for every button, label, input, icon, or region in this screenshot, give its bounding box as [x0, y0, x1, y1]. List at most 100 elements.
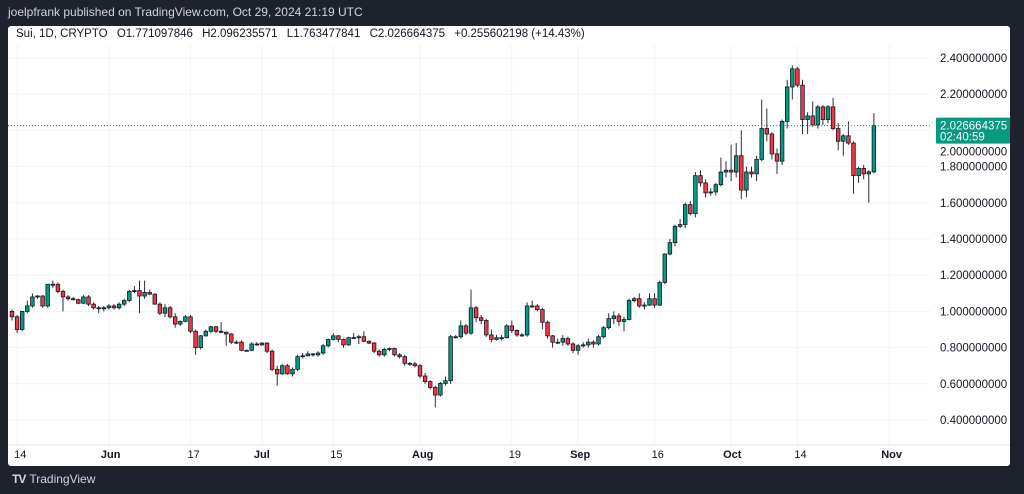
candle-down: [193, 330, 198, 348]
candle-up: [101, 307, 106, 310]
candle-down: [172, 316, 178, 325]
candle-down: [514, 330, 520, 336]
candle-up: [693, 175, 698, 215]
candle-down: [616, 315, 622, 322]
time-axis-label: Aug: [412, 449, 433, 461]
candle-up: [453, 336, 458, 339]
candle-up: [586, 341, 591, 346]
candle-up: [142, 291, 147, 297]
candle-up: [494, 337, 499, 340]
last-price-badge: [936, 117, 1010, 144]
candle-down: [570, 343, 576, 351]
candle-up: [259, 342, 265, 346]
candlestick-chart[interactable]: 0.400000000 0.600000000 0.800000000 1.00000…: [8, 26, 1010, 466]
candle-up: [642, 304, 647, 307]
candle-down: [157, 303, 163, 314]
candle-down: [489, 334, 494, 340]
candle-down: [652, 298, 657, 306]
candle-up: [351, 337, 356, 340]
candle-up: [438, 383, 443, 396]
candle-down: [509, 325, 514, 331]
candle-up: [841, 135, 846, 142]
candle-down: [861, 168, 866, 175]
candle-up: [866, 171, 871, 175]
candle-up: [667, 242, 673, 255]
candle-down: [407, 362, 412, 365]
price-axis-label: 0.400000000: [940, 415, 1007, 427]
brand-name[interactable]: TradingView: [29, 472, 96, 486]
candle-down: [218, 330, 224, 333]
candle-up: [871, 125, 877, 173]
candle-up: [127, 291, 132, 301]
candle-down: [76, 299, 81, 304]
candle-up: [280, 365, 285, 375]
candle-up: [790, 68, 795, 88]
candle-up: [718, 171, 724, 186]
candle-up: [815, 106, 820, 126]
candle-up: [611, 315, 616, 320]
candle-up: [208, 326, 214, 332]
candle-down: [60, 291, 66, 298]
candle-up: [382, 349, 387, 356]
candle-down: [397, 354, 402, 358]
candle-up: [519, 334, 525, 337]
candle-up: [116, 303, 122, 309]
candle-up: [320, 345, 326, 354]
candle-down: [463, 325, 469, 334]
candle-up: [300, 355, 305, 358]
candle-up: [662, 253, 667, 283]
bar-countdown: 02:40:59: [940, 132, 985, 144]
chart-panel[interactable]: 0.400000000 0.600000000 0.800000000 1.00000…: [8, 26, 1010, 466]
candle-down: [40, 295, 45, 307]
candle-up: [19, 310, 25, 330]
candle-up: [601, 327, 606, 338]
candle-down: [545, 321, 550, 337]
candle-down: [836, 128, 841, 142]
candle-down: [65, 296, 71, 300]
candle-up: [443, 380, 448, 384]
candle-down: [152, 293, 157, 305]
legend-open: O1.771097846: [116, 28, 193, 40]
candle-down: [484, 320, 489, 336]
candle-down: [285, 365, 290, 375]
candle-down: [703, 182, 708, 194]
candle-up: [621, 319, 627, 322]
candle-up: [708, 191, 713, 194]
candle-down: [376, 350, 382, 356]
time-axis-label: 17: [188, 449, 200, 461]
candle-up: [683, 204, 688, 225]
candle-up: [234, 341, 239, 344]
candle-down: [851, 142, 856, 177]
candle-up: [458, 325, 463, 338]
candle-down: [402, 356, 407, 364]
tradingview-logo-icon[interactable]: TV: [12, 472, 26, 486]
time-axis-label: Jun: [101, 449, 121, 461]
candle-down: [71, 298, 76, 301]
time-axis-label: 14: [794, 449, 806, 461]
candle-down: [749, 171, 754, 175]
candle-up: [713, 184, 718, 193]
candle-up: [723, 169, 729, 173]
price-axis-label: 1.200000000: [940, 270, 1007, 282]
time-axis-label: Nov: [881, 449, 903, 461]
candle-up: [626, 300, 632, 320]
candle-up: [249, 343, 254, 351]
candle-down: [412, 363, 418, 367]
candle-down: [229, 333, 234, 343]
price-axis-label: 1.600000000: [940, 198, 1007, 210]
price-axis-label: 1.400000000: [940, 234, 1007, 246]
candle-up: [50, 283, 55, 286]
candle-up: [106, 305, 112, 309]
publish-info: joelpfrank published on TradingView.com,…: [8, 5, 363, 19]
candle-up: [524, 305, 530, 336]
candle-down: [728, 169, 734, 173]
candle-down: [764, 128, 769, 135]
candle-up: [555, 341, 560, 344]
candle-up: [356, 336, 361, 339]
candle-up: [468, 307, 474, 334]
candle-up: [759, 128, 764, 160]
candle-up: [183, 316, 188, 322]
price-axis-label: 1.800000000: [940, 162, 1007, 174]
candle-up: [30, 296, 35, 307]
legend-high: H2.096235571: [202, 28, 278, 40]
